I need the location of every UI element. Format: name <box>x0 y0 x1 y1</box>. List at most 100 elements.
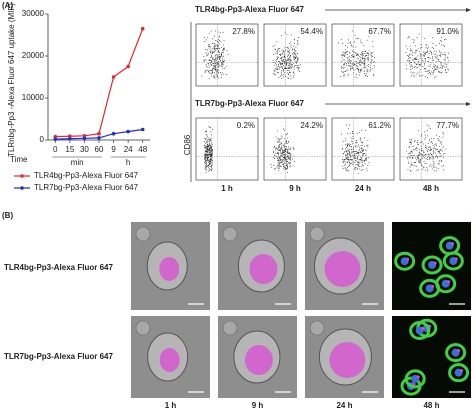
dot <box>211 69 213 71</box>
dot <box>437 148 438 150</box>
dot <box>284 152 285 153</box>
dot <box>361 154 363 156</box>
dot <box>418 161 420 163</box>
dot <box>205 154 207 156</box>
dot <box>433 166 435 168</box>
dot <box>367 53 369 54</box>
dot <box>218 36 220 38</box>
dot <box>214 43 216 45</box>
dot <box>281 66 282 68</box>
dot <box>442 150 444 152</box>
dot <box>347 145 348 146</box>
dot <box>430 153 432 154</box>
dot <box>217 75 218 77</box>
dot <box>207 135 208 137</box>
dot <box>284 129 285 131</box>
dot <box>209 145 211 147</box>
cell-green <box>421 255 443 275</box>
dot <box>361 54 363 56</box>
dot <box>293 66 295 68</box>
dot <box>410 170 412 172</box>
dot <box>289 67 290 69</box>
dot <box>410 155 412 157</box>
dot <box>410 143 412 145</box>
dot <box>344 55 345 57</box>
dot <box>209 66 211 68</box>
dot <box>433 66 435 68</box>
dot <box>206 151 208 153</box>
dot <box>210 156 212 158</box>
dot <box>438 71 440 73</box>
dot <box>428 157 430 159</box>
dot <box>425 53 427 55</box>
dot <box>213 51 215 53</box>
dot <box>445 71 447 73</box>
dot <box>297 65 299 67</box>
dot <box>207 154 208 155</box>
cell-small <box>135 320 151 336</box>
dot <box>349 159 351 161</box>
dot <box>276 147 278 149</box>
dot <box>432 37 434 39</box>
dot <box>218 61 219 63</box>
dot <box>284 59 286 61</box>
dot <box>442 65 444 67</box>
dot <box>436 56 438 58</box>
dot <box>211 142 212 144</box>
dot <box>208 140 210 142</box>
dot <box>346 60 348 62</box>
dot <box>284 148 286 150</box>
dot <box>418 154 420 156</box>
dot <box>410 71 412 73</box>
dot <box>207 144 209 146</box>
dot <box>352 63 354 64</box>
dot <box>218 66 219 68</box>
dot <box>347 148 349 150</box>
dot <box>279 54 281 55</box>
dot <box>206 134 207 136</box>
dot <box>430 142 432 144</box>
dot <box>357 165 359 166</box>
dot <box>277 160 279 161</box>
dot <box>278 77 280 78</box>
dot <box>345 148 346 150</box>
dot <box>285 149 287 151</box>
dot <box>293 68 295 70</box>
dot <box>371 59 373 61</box>
dot <box>433 50 435 52</box>
dot <box>412 165 414 167</box>
dot <box>278 170 280 172</box>
dot <box>409 152 410 154</box>
dot <box>297 58 298 60</box>
dot <box>345 157 347 158</box>
dot <box>365 67 367 69</box>
dot <box>288 67 290 69</box>
dot <box>209 158 211 159</box>
dot <box>280 160 282 162</box>
dot <box>286 164 288 166</box>
dot <box>444 62 446 64</box>
dot <box>342 67 344 68</box>
dot <box>208 145 210 147</box>
dot <box>355 160 357 162</box>
dot <box>280 151 281 153</box>
dot <box>277 157 279 159</box>
dot <box>272 46 274 48</box>
dot <box>438 160 440 162</box>
dot <box>425 154 427 156</box>
dot <box>372 45 374 47</box>
time-label: 1 h <box>165 401 177 410</box>
dot <box>283 65 284 67</box>
dot <box>289 71 291 73</box>
dot <box>282 156 284 158</box>
dot <box>207 145 209 147</box>
dot <box>289 166 291 168</box>
dot <box>352 132 353 134</box>
dot <box>425 53 426 55</box>
dot <box>351 140 353 142</box>
dot <box>289 158 291 160</box>
dot <box>285 160 287 161</box>
nucleus <box>159 257 180 281</box>
dot <box>279 66 280 68</box>
dot <box>361 152 362 154</box>
